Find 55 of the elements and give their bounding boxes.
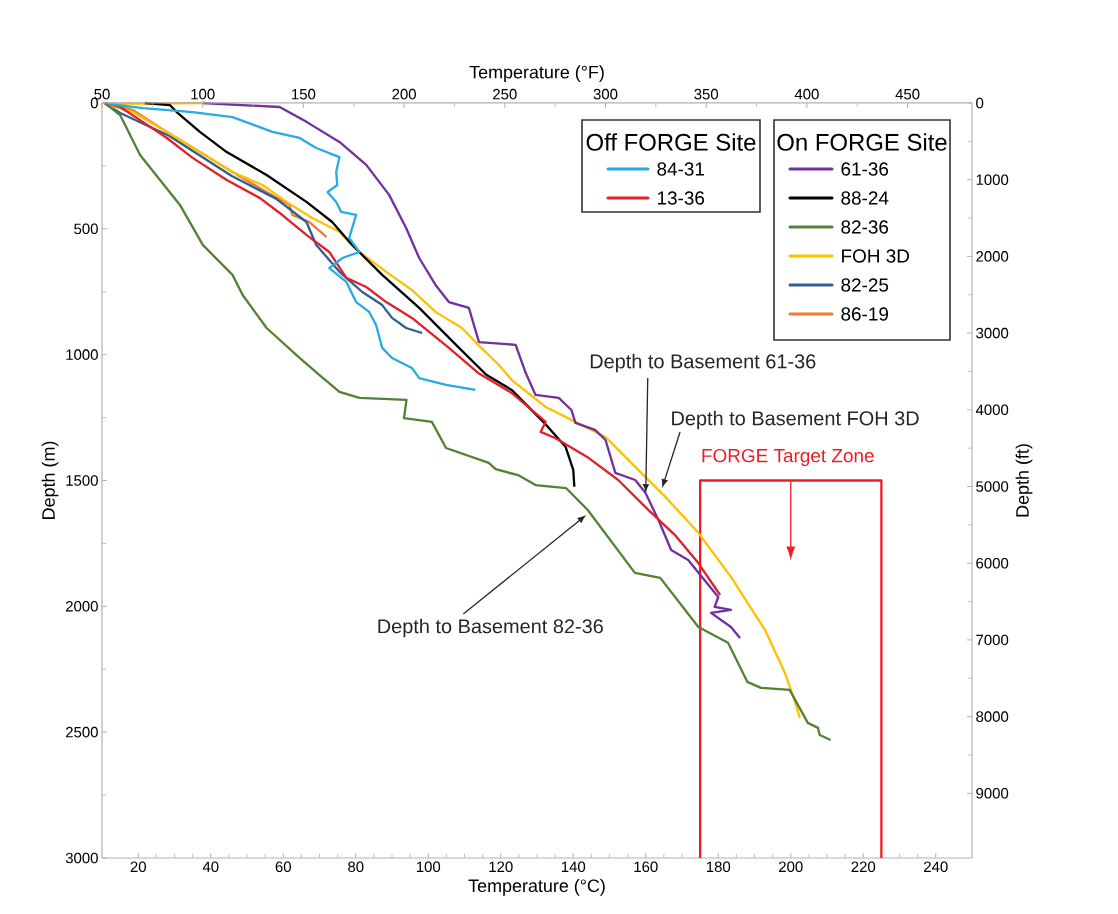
legend-label: 13-36	[657, 191, 705, 205]
x2-tick-label: 400	[794, 88, 819, 100]
annotation: Off FORGE Site	[586, 133, 756, 151]
legend-label: 61-36	[841, 162, 889, 176]
x-tick-label: 200	[779, 861, 803, 873]
x-tick-label: 120	[489, 861, 513, 873]
y2-tick-label: 3000	[976, 327, 1009, 339]
legend-label: 88-24	[841, 191, 889, 205]
x-tick-label: 100	[416, 861, 441, 873]
x2-tick-label: 150	[292, 88, 316, 100]
x-tick-label: 160	[634, 861, 658, 873]
x-tick-label: 40	[202, 861, 219, 873]
legend-label: 82-36	[841, 220, 889, 234]
x2-tick-label: 250	[493, 88, 517, 100]
annotation: Depth to Basement FOH 3D	[672, 410, 919, 430]
y-tick-label: 2000	[65, 601, 98, 612]
y2-tick-label: 9000	[976, 788, 1009, 799]
x-tick-label: 20	[130, 861, 146, 873]
annotation: FORGE Target Zone	[702, 448, 874, 467]
y-tick-label: 1000	[66, 349, 98, 360]
y2-tick-label: 6000	[976, 557, 1009, 569]
legend-label: 86-19	[841, 307, 889, 321]
x2-tick-label: 200	[392, 88, 416, 100]
annotation: Depth to Basement 61-36	[590, 353, 816, 373]
y-tick-label: 2500	[65, 726, 98, 738]
y-tick-label: 500	[74, 223, 98, 235]
x-tick-label: 220	[851, 861, 876, 873]
x-tick-label: 240	[924, 861, 948, 873]
legend-label: FOH 3D	[842, 249, 910, 263]
y2-axis-title: Depth (ft)	[1015, 444, 1033, 517]
x2-tick-label: 350	[694, 88, 719, 100]
x-tick-label: 180	[706, 861, 731, 873]
x-tick-label: 140	[561, 861, 586, 873]
line-series	[107, 102, 477, 392]
x2-axis-title: Temperature (°F)	[469, 65, 604, 83]
legend-label: 84-31	[657, 162, 704, 176]
x-axis-title: Temperature (°C)	[468, 878, 605, 896]
y-tick-label: 1500	[66, 475, 98, 486]
x2-tick-label: 300	[593, 88, 618, 100]
x2-tick-label: 100	[191, 88, 215, 100]
y2-tick-label: 1000	[976, 174, 1009, 185]
annotation: Depth to Basement 82-36	[378, 618, 603, 638]
y2-tick-label: 5000	[976, 481, 1009, 492]
y-axis-title: Depth (m)	[41, 441, 59, 519]
x-tick-label: 60	[275, 861, 291, 873]
y2-tick-label: 7000	[976, 634, 1009, 646]
y-tick-label: 3000	[65, 852, 98, 864]
y2-tick-label: 2000	[976, 251, 1009, 262]
x-tick-label: 80	[348, 861, 364, 873]
y2-tick-label: 0	[976, 97, 984, 109]
annotation: On FORGE Site	[777, 133, 947, 151]
x2-tick-label: 450	[895, 88, 920, 100]
y2-tick-label: 8000	[976, 711, 1009, 722]
y2-tick-label: 4000	[975, 404, 1009, 416]
legend-label: 82-25	[841, 278, 889, 292]
